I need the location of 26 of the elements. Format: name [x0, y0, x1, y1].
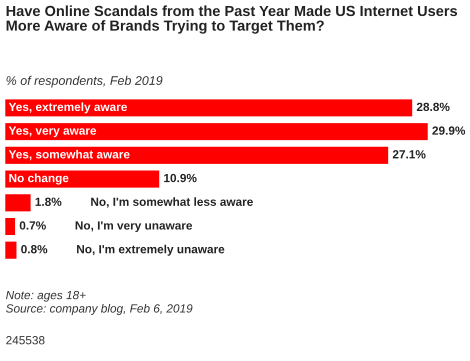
- bar: [5, 99, 412, 116]
- y-tick-label: Yes, very aware: [8, 126, 96, 138]
- data-label: 0.8%: [21, 245, 48, 254]
- chart-title: Have Online Scandals from the Past Year Made US Internet Users More Aware of Brands Trying to Target Them?: [6, 5, 458, 34]
- y-tick-label: No change: [9, 174, 68, 185]
- data-label: 27.1%: [392, 150, 426, 158]
- chart-subtitle: % of respondents, Feb 2019: [6, 76, 162, 88]
- bar: [5, 194, 31, 212]
- data-label: 28.8%: [416, 102, 450, 112]
- bar: [5, 146, 388, 164]
- bar: [5, 123, 428, 140]
- data-label: 0.7%: [20, 221, 46, 230]
- bar: [5, 218, 16, 236]
- data-label: 29.9%: [432, 126, 466, 135]
- bar: [5, 170, 160, 188]
- y-tick-label: Yes, somewhat aware: [8, 150, 130, 160]
- bar: [5, 242, 16, 259]
- text: 245538: [6, 336, 45, 344]
- y-tick-label: No, I'm somewhat less aware: [91, 197, 253, 208]
- y-tick-label: No, I'm very unaware: [76, 221, 192, 232]
- y-tick-label: No, I'm extremely unaware: [77, 244, 224, 256]
- y-tick-label: Yes, extremely aware: [8, 102, 127, 114]
- text: Note: ages 18+: [6, 290, 86, 302]
- data-label: 1.8%: [36, 198, 62, 206]
- data-label: 10.9%: [164, 174, 197, 182]
- source-note: Source: company blog, Feb 6, 2019: [6, 304, 192, 315]
